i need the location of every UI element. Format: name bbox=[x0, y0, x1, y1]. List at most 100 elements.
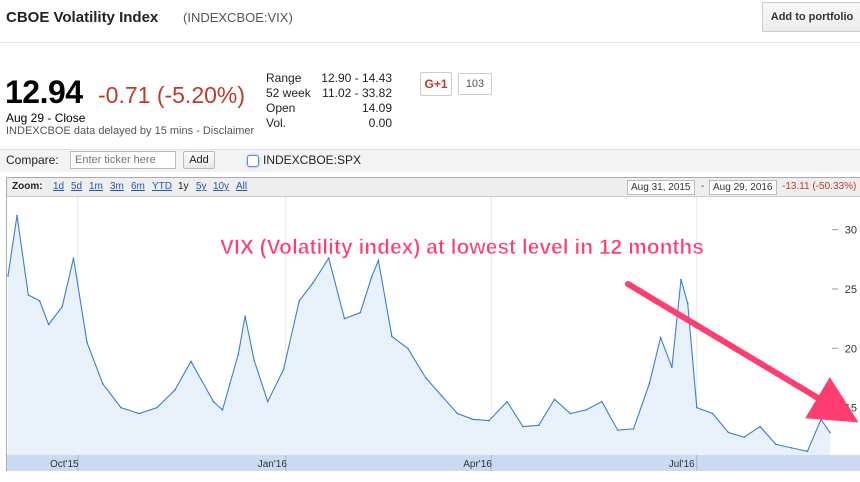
vix-data-point bbox=[359, 311, 362, 314]
compare-add-button[interactable]: Add bbox=[183, 151, 215, 169]
spx-label: INDEXCBOE:SPX bbox=[263, 153, 362, 167]
quote-stats: Range 12.90 - 14.43 52 week 11.02 - 33.82 … bbox=[266, 71, 392, 131]
timeline-layer: Oct'15 Jan'16 Apr'16 Jul'16 bbox=[7, 455, 860, 471]
vix-data-point bbox=[61, 305, 63, 308]
stat-label: Range bbox=[266, 71, 302, 85]
stat-label: Open bbox=[266, 101, 296, 115]
vix-data-point bbox=[312, 282, 314, 284]
vix-data-point bbox=[298, 300, 301, 302]
vix-data-point bbox=[7, 275, 9, 277]
current-price: 12.94 bbox=[5, 74, 83, 110]
zoom-3m[interactable]: 3m bbox=[110, 181, 124, 192]
y-tick-label: 30 bbox=[845, 225, 857, 237]
vix-data-point bbox=[212, 400, 215, 403]
close-label: Aug 29 - Close bbox=[6, 111, 86, 125]
vix-data-point bbox=[569, 412, 572, 415]
range-end-date[interactable]: Aug 29, 2016 bbox=[709, 180, 777, 195]
vix-data-point bbox=[659, 336, 662, 339]
vix-data-point bbox=[282, 368, 285, 371]
vix-data-point bbox=[370, 276, 373, 278]
vix-data-point bbox=[686, 302, 689, 304]
vix-data-point bbox=[377, 259, 380, 262]
page-title: CBOE Volatility Index bbox=[6, 9, 159, 26]
vix-data-point bbox=[601, 400, 603, 403]
vix-data-point bbox=[488, 419, 490, 422]
range-change: -13.11 (-50.33%) bbox=[782, 181, 857, 192]
vix-data-point bbox=[174, 388, 176, 391]
vix-data-point bbox=[138, 412, 140, 415]
y-tick-label: 20 bbox=[845, 343, 857, 355]
vix-data-point bbox=[27, 294, 30, 296]
vix-data-point bbox=[553, 398, 556, 401]
vix-data-point bbox=[16, 214, 18, 217]
zoom-ytd[interactable]: YTD bbox=[152, 181, 172, 192]
zoom-label: Zoom: bbox=[12, 181, 43, 192]
vix-data-point bbox=[695, 406, 698, 409]
vix-data-point bbox=[440, 394, 443, 397]
vix-data-point bbox=[632, 428, 635, 430]
annotation-text: VIX (Volatility index) at lowest level i… bbox=[220, 236, 704, 259]
price-change: -0.71 (-5.20%) bbox=[98, 82, 246, 108]
vix-data-point bbox=[456, 412, 459, 415]
google-plus-button[interactable]: G+1 bbox=[420, 72, 452, 96]
vix-area-fill bbox=[8, 215, 830, 455]
vix-data-point bbox=[266, 400, 269, 403]
vix-data-point bbox=[343, 317, 346, 320]
vix-data-point bbox=[424, 377, 427, 379]
vix-data-point bbox=[680, 278, 682, 281]
zoom-1m[interactable]: 1m bbox=[89, 181, 103, 192]
vix-data-point bbox=[156, 406, 158, 409]
vix-data-point bbox=[759, 425, 761, 428]
vix-data-point bbox=[244, 315, 246, 318]
annotation-arrow bbox=[625, 281, 859, 423]
ticker-symbol: (INDEXCBOE:VIX) bbox=[183, 10, 293, 25]
vix-data-point bbox=[775, 443, 777, 446]
zoom-all[interactable]: All bbox=[236, 181, 248, 192]
zoom-1d[interactable]: 1d bbox=[53, 181, 65, 192]
y-tick-label: 25 bbox=[845, 284, 857, 296]
vix-data-point bbox=[743, 436, 745, 439]
vix-data-point bbox=[820, 418, 822, 421]
stat-value: 0.00 bbox=[368, 116, 392, 130]
zoom-6m[interactable]: 6m bbox=[131, 181, 145, 192]
x-tick-label: Jan'16 bbox=[258, 459, 288, 470]
stat-value: 12.90 - 14.43 bbox=[321, 71, 392, 85]
zoom-5y[interactable]: 5y bbox=[196, 181, 207, 192]
x-tick-label: Apr'16 bbox=[463, 459, 492, 470]
zoom-5d[interactable]: 5d bbox=[71, 181, 83, 192]
compare-ticker-input[interactable] bbox=[70, 151, 176, 169]
vix-data-point bbox=[537, 424, 540, 427]
vix-data-point bbox=[237, 353, 240, 355]
vix-data-point bbox=[327, 257, 330, 259]
zoom-10y[interactable]: 10y bbox=[213, 181, 230, 192]
vix-data-point bbox=[506, 400, 508, 403]
vix-data-point bbox=[711, 412, 714, 415]
vix-data-point bbox=[253, 359, 255, 361]
vix-data-point bbox=[585, 409, 587, 411]
spx-checkbox[interactable] bbox=[247, 155, 259, 167]
range-separator: - bbox=[701, 181, 705, 192]
add-to-portfolio-button[interactable]: Add to portfolio bbox=[762, 2, 860, 32]
stat-value: 11.02 - 33.82 bbox=[322, 86, 392, 100]
delay-note: INDEXCBOE data delayed by 15 mins - Disc… bbox=[6, 125, 255, 137]
stat-range: Range 12.90 - 14.43 bbox=[266, 71, 392, 86]
stat-volume: Vol. 0.00 bbox=[266, 116, 392, 131]
vix-data-point bbox=[616, 429, 619, 431]
timeline-band bbox=[7, 455, 860, 471]
header-divider bbox=[0, 42, 860, 43]
vix-data-point bbox=[72, 257, 75, 259]
range-start-date[interactable]: Aug 31, 2015 bbox=[627, 180, 695, 195]
vix-data-point bbox=[86, 341, 88, 344]
vix-data-point bbox=[790, 447, 793, 449]
stat-open: Open 14.09 bbox=[266, 101, 392, 116]
stat-label: 52 week bbox=[266, 86, 311, 100]
vix-data-point bbox=[102, 383, 104, 385]
zoom-1y[interactable]: 1y bbox=[178, 181, 189, 192]
x-tick-label: Oct'15 bbox=[50, 459, 79, 470]
vix-data-point bbox=[727, 431, 730, 434]
vix-data-point bbox=[120, 406, 122, 409]
series-layer bbox=[7, 214, 831, 455]
vix-data-point bbox=[671, 366, 673, 369]
vix-data-point bbox=[47, 323, 50, 326]
